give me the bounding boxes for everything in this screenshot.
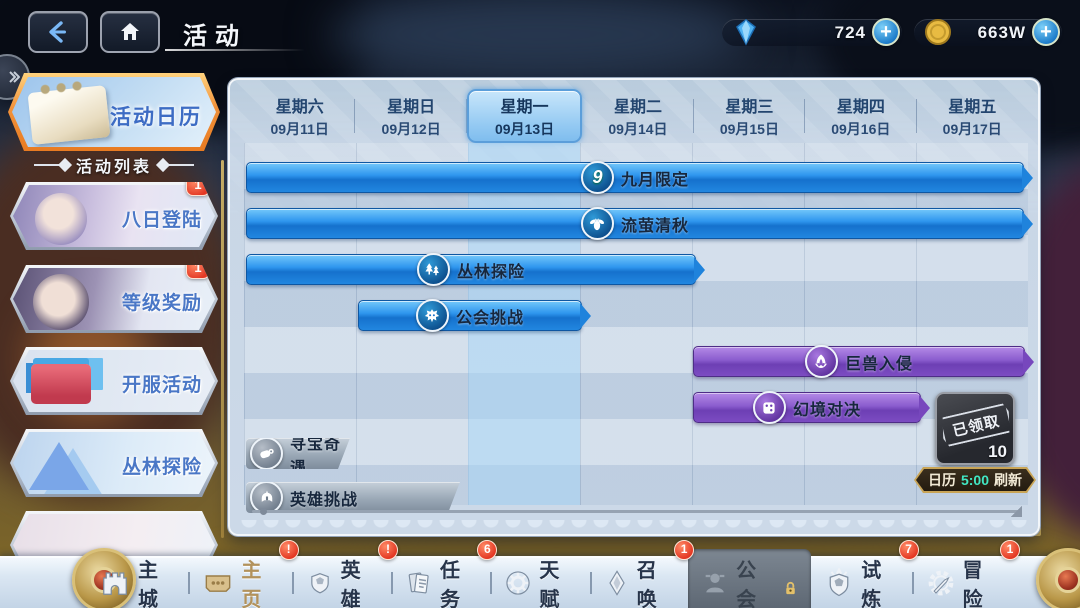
home-button[interactable] xyxy=(100,11,160,53)
hero-shield-icon xyxy=(305,569,335,597)
refresh-time: 5:00 xyxy=(960,472,990,488)
coin-amount: 663W xyxy=(977,22,1026,42)
event-bar-mirage-duel[interactable]: 幻境对决 xyxy=(693,391,921,424)
day-cell-wednesday[interactable]: 星期三 09月15日 xyxy=(694,89,806,143)
diamond-amount: 724 xyxy=(834,22,866,42)
event-bar-jungle-expedition[interactable]: 丛林探险 xyxy=(246,253,696,286)
coin-currency: 663W + xyxy=(914,16,1062,48)
calendar-day-header: 星期六 09月11日 星期日 09月12日 星期一 09月13日 星期二 09月… xyxy=(244,89,1028,143)
month-nine-icon: 9 xyxy=(580,161,614,194)
notification-badge: 6 xyxy=(477,540,498,560)
divider-ornament xyxy=(160,164,194,166)
sidebar-scrollbar[interactable] xyxy=(221,160,224,538)
event-bar-september-limited[interactable]: 9 九月限定 xyxy=(246,161,1024,194)
sidebar-item-level-rewards[interactable]: 等级奖励 1 xyxy=(10,265,218,333)
nav-item-main-city[interactable]: 主城 xyxy=(86,549,189,608)
adventure-gear-icon xyxy=(925,568,957,598)
notification-badge: 7 xyxy=(898,540,919,560)
activity-calendar-panel: 星期六 09月11日 星期日 09月12日 星期一 09月13日 星期二 09月… xyxy=(228,78,1040,536)
double-chevron-right-icon xyxy=(6,69,22,85)
title-underline xyxy=(165,49,305,51)
beast-face-icon xyxy=(415,299,449,332)
sidebar-item-launch-events[interactable]: 开服活动 xyxy=(10,347,218,415)
day-cell-sunday[interactable]: 星期日 09月12日 xyxy=(355,89,468,143)
calendar-refresh-note: 日历 5:00 刷新 xyxy=(914,467,1036,493)
diamond-icon xyxy=(730,16,762,48)
sidebar-item-activity-calendar[interactable]: 活动日历 xyxy=(8,73,220,151)
monster-claw-icon xyxy=(804,345,838,378)
home-icon xyxy=(118,20,142,44)
nav-item-hero[interactable]: 英雄 ! xyxy=(293,540,399,608)
guild-icon xyxy=(700,569,730,597)
firefly-icon xyxy=(580,207,614,240)
calendar-icon xyxy=(27,85,110,145)
page-title: 活动 xyxy=(183,23,247,50)
background-sky xyxy=(330,0,750,80)
calendar-horizontal-scrollbar[interactable] xyxy=(252,506,1022,517)
sidebar-item-eight-day-login[interactable]: 八日登陆 1 xyxy=(10,182,218,250)
castle-icon xyxy=(98,568,132,598)
nav-item-adventure[interactable]: 冒险 1 xyxy=(913,540,1020,608)
nav-item-talent[interactable]: 天赋 xyxy=(491,549,590,608)
claimed-stamp: 已领取 xyxy=(939,403,1014,448)
bottom-nav-bar: 主城 主页 ! 英雄 ! 任务 6 天赋 xyxy=(0,540,1080,608)
divider-ornament xyxy=(33,164,68,166)
event-bar-behemoth-invasion[interactable]: 巨兽入侵 xyxy=(693,345,1025,378)
forest-icon xyxy=(416,253,450,286)
notification-badge: 1 xyxy=(999,540,1020,560)
arrow-left-icon xyxy=(45,20,71,44)
sidebar-active-label: 活动日历 xyxy=(110,106,202,129)
dice-icon xyxy=(752,391,786,424)
nav-item-home-page[interactable]: 主页 ! xyxy=(189,540,299,608)
nav-item-quest[interactable]: 任务 6 xyxy=(392,540,498,608)
home-banner-icon xyxy=(201,569,235,597)
treasure-chest-art xyxy=(13,350,215,412)
day-cell-friday[interactable]: 星期五 09月17日 xyxy=(942,99,1002,137)
character-art xyxy=(13,268,215,330)
quest-scroll-icon xyxy=(404,569,434,597)
add-diamond-button[interactable]: + xyxy=(872,18,900,46)
notification-badge: ! xyxy=(378,540,399,560)
lock-icon xyxy=(782,580,799,597)
summon-crystal-icon xyxy=(603,569,631,597)
coin-icon xyxy=(922,16,954,48)
nav-item-guild-locked[interactable]: 公会 xyxy=(688,549,812,608)
crystal-mountain-art xyxy=(13,432,215,494)
back-button[interactable] xyxy=(28,11,88,53)
event-bar-treasure-adventure[interactable]: 寻宝奇遇 xyxy=(246,438,350,469)
nav-item-trial[interactable]: 试炼 7 xyxy=(811,540,919,608)
nav-right-ornament xyxy=(1036,548,1080,608)
event-bar-firefly-autumn[interactable]: 流萤清秋 xyxy=(246,207,1024,240)
diamond-currency: 724 + xyxy=(722,16,902,48)
event-bar-guild-challenge[interactable]: 公会挑战 xyxy=(358,299,582,332)
character-art xyxy=(13,185,215,247)
talent-rune-icon xyxy=(503,569,533,597)
claimed-reward-item[interactable]: 已领取 10 xyxy=(935,392,1015,465)
day-cell-tuesday[interactable]: 星期二 09月14日 xyxy=(582,89,695,143)
add-coin-button[interactable]: + xyxy=(1032,18,1060,46)
event-bar-hero-challenge[interactable]: 英雄挑战 xyxy=(246,482,460,513)
day-cell-thursday[interactable]: 星期四 09月16日 xyxy=(805,89,917,143)
reward-count: 10 xyxy=(988,442,1007,461)
day-cell-saturday[interactable]: 星期六 09月11日 xyxy=(244,89,356,143)
sidebar-item-jungle-expedition[interactable]: 丛林探险 xyxy=(10,429,218,497)
treasure-scroll-icon xyxy=(250,437,283,470)
notification-badge: 1 xyxy=(674,540,695,560)
nav-item-summon[interactable]: 召唤 1 xyxy=(591,540,695,608)
trial-emblem-icon xyxy=(823,568,855,598)
notification-badge: ! xyxy=(278,540,299,560)
activity-list-header: 活动列表 xyxy=(0,153,228,177)
day-cell-monday-selected[interactable]: 星期一 09月13日 xyxy=(466,89,583,143)
